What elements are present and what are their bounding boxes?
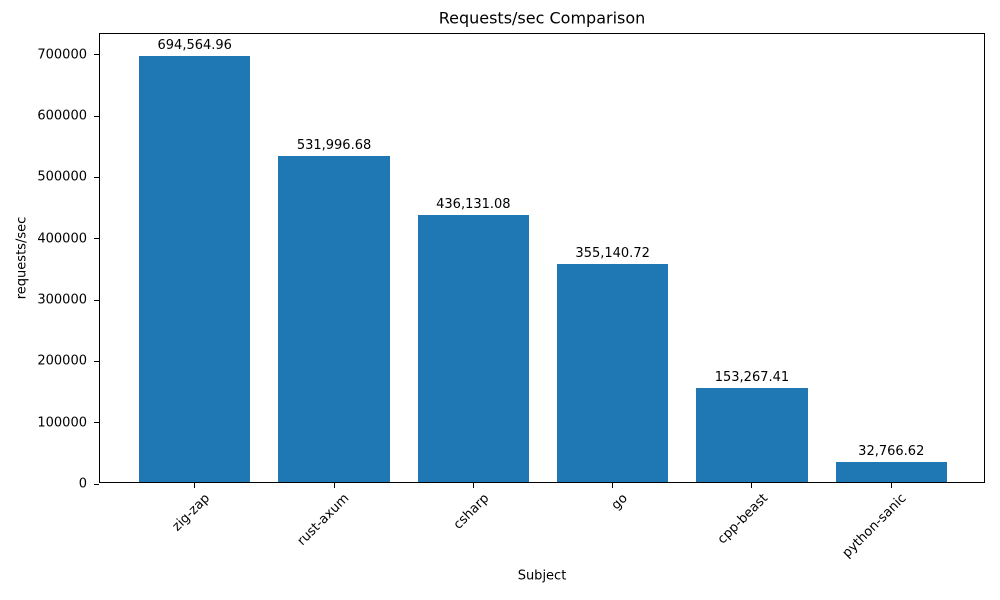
bar-python-sanic [835, 461, 947, 482]
x-tick-mark [890, 483, 892, 488]
bar-value-label: 153,267.41 [714, 370, 790, 386]
bar-value-label: 694,564.96 [157, 38, 232, 54]
x-tick-label: zig-zap [169, 491, 214, 535]
x-tick-label: rust-axum [294, 491, 353, 549]
y-tick-mark [94, 54, 99, 56]
y-tick-label: 100000 [37, 415, 87, 431]
bar-go [556, 264, 669, 482]
x-tick-mark [751, 483, 753, 488]
x-tick-label: python-sanic [839, 491, 910, 561]
y-tick-label: 0 [78, 476, 87, 492]
x-tick-label: csharp [450, 491, 492, 533]
bar-cpp-beast [696, 388, 808, 482]
x-axis-label: Subject [517, 568, 567, 584]
bar-value-label: 531,996.68 [296, 137, 372, 153]
bar-value-label: 32,766.62 [858, 443, 925, 459]
y-tick-mark [94, 299, 99, 301]
y-tick-label: 400000 [37, 231, 87, 247]
x-tick-mark [333, 483, 335, 488]
bar-rust-axum [278, 155, 390, 482]
bar-value-label: 436,131.08 [436, 196, 511, 212]
y-tick-mark [94, 238, 99, 240]
y-axis-label: requests/sec [14, 216, 30, 300]
y-tick-label: 500000 [37, 169, 87, 185]
bar-value-label: 355,140.72 [575, 246, 650, 262]
x-tick-mark [612, 483, 614, 488]
y-tick-label: 700000 [37, 47, 87, 63]
y-tick-label: 200000 [37, 353, 87, 369]
y-tick-mark [94, 422, 99, 424]
bar-csharp [417, 214, 530, 482]
plot-area: 0 100000 200000 300000 400000 500000 600000 700… [37, 33, 985, 561]
x-tick-mark [194, 483, 196, 488]
bar-zig-zap [139, 56, 251, 482]
x-tick-mark [472, 483, 474, 488]
y-tick-mark [94, 360, 99, 362]
x-tick-label: cpp-beast [714, 491, 771, 548]
chart-title: Requests/sec Comparison [438, 8, 646, 28]
y-tick-mark [94, 176, 99, 178]
y-tick-label: 600000 [37, 108, 87, 124]
y-tick-mark [94, 483, 99, 485]
y-tick-mark [94, 115, 99, 117]
x-tick-label: go [609, 491, 632, 514]
y-tick-label: 300000 [37, 292, 87, 308]
